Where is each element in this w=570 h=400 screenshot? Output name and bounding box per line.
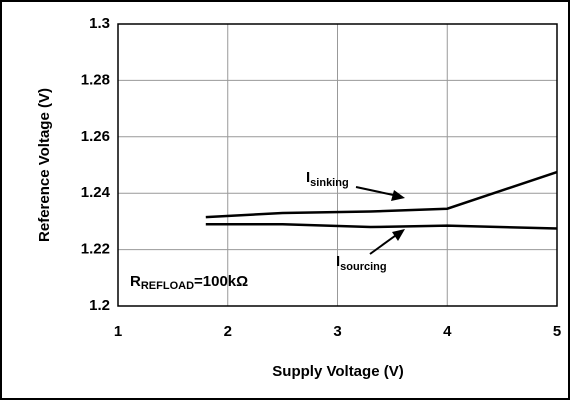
x-tick-label: 3 [333, 323, 341, 340]
series-label: Isinking [306, 169, 349, 189]
annotation: RREFLOAD=100kΩ [130, 273, 248, 292]
x-tick-label: 4 [443, 323, 452, 340]
series-line [205, 222, 558, 230]
arrow [355, 186, 405, 201]
label-main: I [306, 169, 310, 186]
annotation-rest: =100kΩ [194, 273, 248, 290]
y-tick-label: 1.3 [89, 15, 110, 32]
y-tick-label: 1.22 [81, 241, 110, 258]
annotation-main: R [130, 273, 141, 290]
y-tick-label: 1.2 [89, 297, 110, 314]
annotation-sub: REFLOAD [141, 280, 194, 292]
y-tick-label: 1.24 [81, 184, 111, 201]
series-label: Isourcing [336, 253, 387, 273]
x-tick-label: 5 [553, 323, 561, 340]
plot-border [117, 23, 558, 307]
arrow [369, 229, 405, 255]
label-sub: sinking [310, 177, 349, 189]
y-axis-label: Reference Voltage (V) [36, 88, 53, 242]
x-tick-label: 2 [224, 323, 232, 340]
y-tick-label: 1.28 [81, 71, 110, 88]
label-sub: sourcing [340, 261, 386, 273]
y-tick-label: 1.26 [81, 128, 110, 145]
series-line [205, 170, 558, 219]
x-axis-label: Supply Voltage (V) [272, 363, 403, 380]
label-main: I [336, 253, 340, 270]
x-tick-label: 1 [114, 323, 122, 340]
